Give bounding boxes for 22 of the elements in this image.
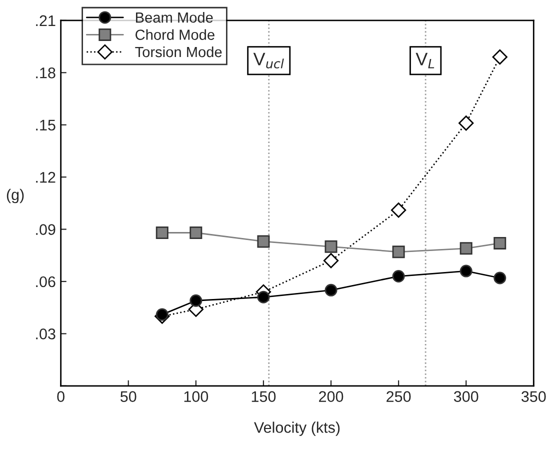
y-tick-label: .15 bbox=[36, 120, 56, 131]
x-tick-label: 150 bbox=[252, 391, 276, 402]
x-tick-label: 100 bbox=[184, 391, 208, 402]
x-tick-label: 50 bbox=[120, 391, 136, 402]
x-tick-label: 200 bbox=[319, 391, 344, 402]
y-tick-label: .18 bbox=[36, 68, 56, 78]
x-axis-title: Velocity (kts) bbox=[254, 422, 340, 436]
legend-label: Beam Mode bbox=[136, 12, 213, 23]
y-tick-label: .06 bbox=[36, 276, 56, 288]
y-axis-title: (g) bbox=[6, 188, 24, 204]
x-tick-label: 250 bbox=[386, 391, 411, 402]
x-tick-label: 300 bbox=[454, 391, 478, 402]
x-tick-label: 0 bbox=[57, 391, 64, 402]
legend-label: Torsion Mode bbox=[135, 46, 222, 58]
ref-line-label: V$_{ucl}$ bbox=[253, 52, 284, 68]
legend-label: Chord Mode bbox=[136, 29, 214, 40]
y-tick-label: .21 bbox=[36, 15, 56, 26]
y-tick-label: .12 bbox=[36, 172, 56, 183]
y-tick-label: .09 bbox=[36, 224, 56, 235]
ref-line-label: V$_{L}$ bbox=[416, 52, 434, 68]
x-tick-label: 350 bbox=[521, 391, 546, 402]
y-tick-label: .03 bbox=[36, 328, 56, 340]
